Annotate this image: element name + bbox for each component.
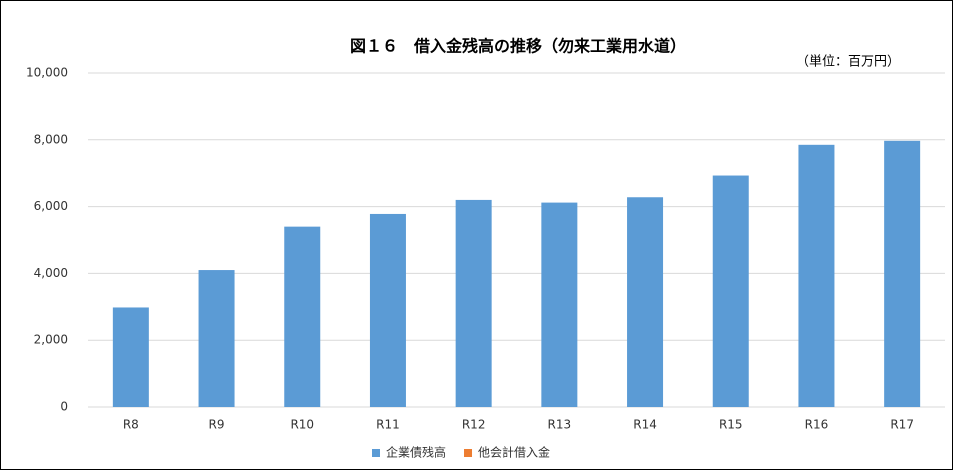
x-tick-label: R14 [633,418,657,432]
x-tick-label: R17 [890,418,914,432]
x-tick-label: R16 [805,418,829,432]
y-tick-label: 4,000 [34,266,68,280]
y-tick-label: 0 [60,400,68,414]
x-tick-label: R13 [548,418,572,432]
x-tick-label: R11 [376,418,400,432]
y-tick-label: 8,000 [34,132,68,146]
bar [798,144,835,407]
chart-subtitle: （単位：百万円） [796,54,900,70]
chart-title: 図１６ 借入金残高の推移（勿来工業用水道） [350,37,686,56]
legend-label: 他会計借入金 [478,445,550,460]
bar [198,270,235,407]
x-tick-label: R9 [209,418,225,432]
bar [369,213,406,407]
legend-swatch [464,449,473,457]
bar [284,226,321,407]
bar [712,175,749,407]
x-tick-label: R15 [719,418,743,432]
bar [627,197,664,407]
x-tick-label: R10 [290,418,314,432]
bar [112,307,149,407]
legend-label: 企業債残高 [386,445,446,460]
bar [455,199,492,407]
x-tick-label: R12 [462,418,486,432]
bar [884,140,921,407]
bar [541,202,578,407]
x-tick-label: R8 [123,418,139,432]
y-tick-label: 2,000 [34,333,68,347]
legend-swatch [372,449,380,457]
y-tick-label: 6,000 [34,199,68,213]
y-tick-label: 10,000 [26,66,68,80]
